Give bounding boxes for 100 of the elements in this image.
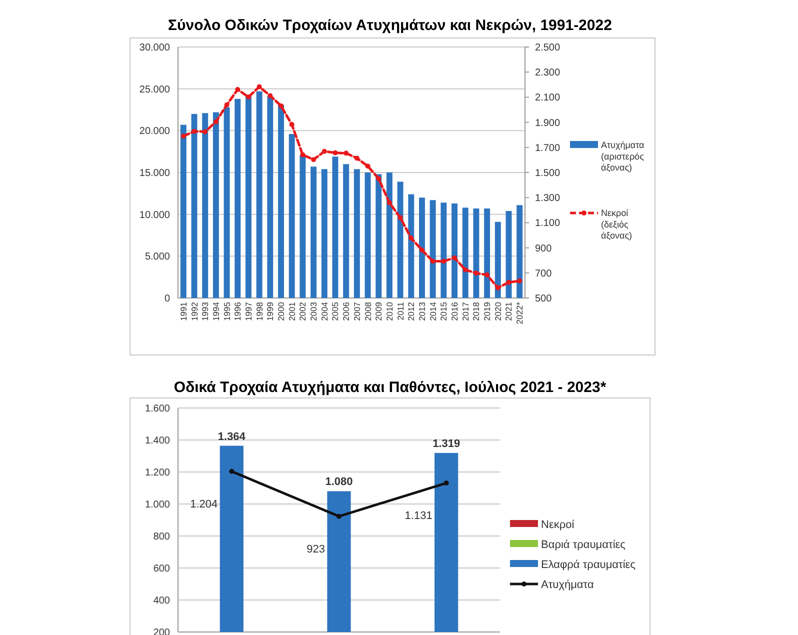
bar bbox=[354, 169, 360, 298]
legend-label: Νεκροί (δεξιός άξονας) bbox=[601, 208, 632, 241]
data-label: 923 bbox=[306, 543, 325, 556]
bar bbox=[376, 174, 382, 298]
bar bbox=[516, 205, 523, 298]
point bbox=[180, 134, 186, 139]
x-tick-label: 2017 bbox=[460, 302, 470, 321]
x-tick-label: 2020 bbox=[492, 302, 503, 321]
point bbox=[441, 258, 446, 264]
x-tick-label: 2004 bbox=[319, 302, 330, 321]
point bbox=[452, 255, 458, 260]
point bbox=[289, 122, 294, 128]
point bbox=[430, 258, 436, 264]
bar bbox=[419, 198, 425, 298]
x-tick-label: 1992 bbox=[189, 302, 200, 321]
bar bbox=[430, 200, 436, 298]
y-tick-label: 0 bbox=[164, 294, 170, 304]
x-tick-label: 1998 bbox=[254, 302, 264, 321]
x-tick-label: 1993 bbox=[200, 302, 210, 321]
y-tick-label: 30.000 bbox=[139, 42, 170, 54]
y-tick-label: 1.200 bbox=[144, 468, 170, 478]
point bbox=[235, 87, 240, 92]
data-label: 1.364 bbox=[218, 430, 246, 443]
bar bbox=[321, 169, 328, 298]
y-tick-label: 10.000 bbox=[139, 210, 170, 221]
y2-tick-label: 2.500 bbox=[535, 42, 560, 54]
x-tick-label: 1997 bbox=[243, 302, 254, 321]
x-tick-label: 2012 bbox=[406, 302, 416, 321]
point bbox=[224, 102, 230, 108]
point bbox=[192, 128, 197, 134]
bar bbox=[462, 208, 468, 298]
point bbox=[202, 129, 208, 134]
point bbox=[354, 156, 360, 161]
bar bbox=[267, 96, 274, 298]
x-tick-label: 2010 bbox=[384, 302, 394, 321]
point bbox=[322, 148, 327, 154]
bar bbox=[364, 172, 371, 298]
bar bbox=[224, 107, 230, 298]
y2-tick-label: 700 bbox=[535, 268, 552, 280]
x-tick-label: 2014 bbox=[428, 302, 438, 321]
y2-tick-label: 900 bbox=[535, 243, 552, 254]
y2-tick-label: 1.500 bbox=[535, 168, 560, 179]
point bbox=[408, 236, 414, 241]
bar bbox=[212, 112, 219, 298]
y2-tick-label: 1.300 bbox=[535, 193, 560, 204]
x-tick-label: 2007 bbox=[352, 302, 362, 321]
x-tick-label: 2013 bbox=[416, 302, 427, 321]
y2-tick-label: 500 bbox=[535, 294, 552, 304]
bar bbox=[343, 164, 350, 298]
point bbox=[336, 514, 342, 519]
x-tick-label: 2018 bbox=[471, 302, 482, 321]
point bbox=[484, 272, 490, 278]
point bbox=[517, 278, 522, 284]
x-tick-label: 1996 bbox=[232, 302, 243, 321]
bar bbox=[386, 172, 392, 298]
x-tick-label: 2022* bbox=[514, 301, 525, 324]
chart-title: Οδικά Τροχαία Ατυχήματα και Παθόντες, Ιούλιος 2021 - 2023* bbox=[174, 379, 606, 396]
legend-label: Νεκροί bbox=[541, 518, 575, 531]
point bbox=[246, 94, 251, 100]
y-tick-label: 1.400 bbox=[144, 436, 170, 446]
bar bbox=[256, 91, 262, 298]
y-tick-label: 800 bbox=[153, 532, 170, 542]
x-tick-label: 1995 bbox=[222, 302, 232, 321]
legend-label: Βαριά τραυματίες bbox=[541, 538, 626, 551]
bar bbox=[506, 210, 512, 298]
point bbox=[495, 285, 500, 290]
y-tick-label: 1.600 bbox=[144, 404, 170, 414]
x-tick-label: 2015 bbox=[438, 302, 449, 321]
x-tick-label: 2009 bbox=[374, 302, 384, 321]
x-tick-label: 2003 bbox=[308, 302, 319, 321]
point bbox=[376, 176, 382, 182]
y2-tick-label: 1.700 bbox=[535, 142, 560, 154]
chart-title: Σύνολο Οδικών Τροχαίων Ατυχημάτων και Νεκρών, 1991-2022 bbox=[168, 17, 612, 34]
point bbox=[462, 267, 468, 272]
point bbox=[311, 157, 316, 162]
point bbox=[365, 164, 370, 169]
bar bbox=[246, 96, 252, 298]
y-tick-label: 5.000 bbox=[144, 252, 170, 263]
y2-tick-label: 2.100 bbox=[535, 92, 560, 104]
bar bbox=[300, 154, 306, 298]
y2-tick-label: 1.900 bbox=[535, 118, 560, 129]
x-tick-label: 2019 bbox=[482, 302, 492, 321]
y-tick-label: 20.000 bbox=[139, 126, 170, 138]
data-label: 1.319 bbox=[432, 438, 460, 450]
y2-tick-label: 1.100 bbox=[535, 218, 560, 230]
point bbox=[278, 103, 284, 108]
x-tick-label: 1994 bbox=[210, 302, 221, 321]
y-tick-label: 600 bbox=[153, 564, 170, 574]
bar bbox=[494, 222, 501, 298]
data-label: 1.204 bbox=[190, 498, 218, 510]
point bbox=[268, 93, 273, 98]
point bbox=[506, 280, 512, 285]
legend-label: Ατυχήματα bbox=[541, 578, 594, 591]
x-tick-label: 1999 bbox=[265, 302, 276, 321]
y-tick-label: 15.000 bbox=[139, 168, 170, 179]
point bbox=[419, 248, 424, 253]
x-tick-label: 2016 bbox=[449, 302, 460, 321]
bar bbox=[288, 134, 295, 298]
y-tick-label: 25.000 bbox=[139, 84, 170, 96]
x-tick-label: 1991 bbox=[178, 302, 188, 321]
